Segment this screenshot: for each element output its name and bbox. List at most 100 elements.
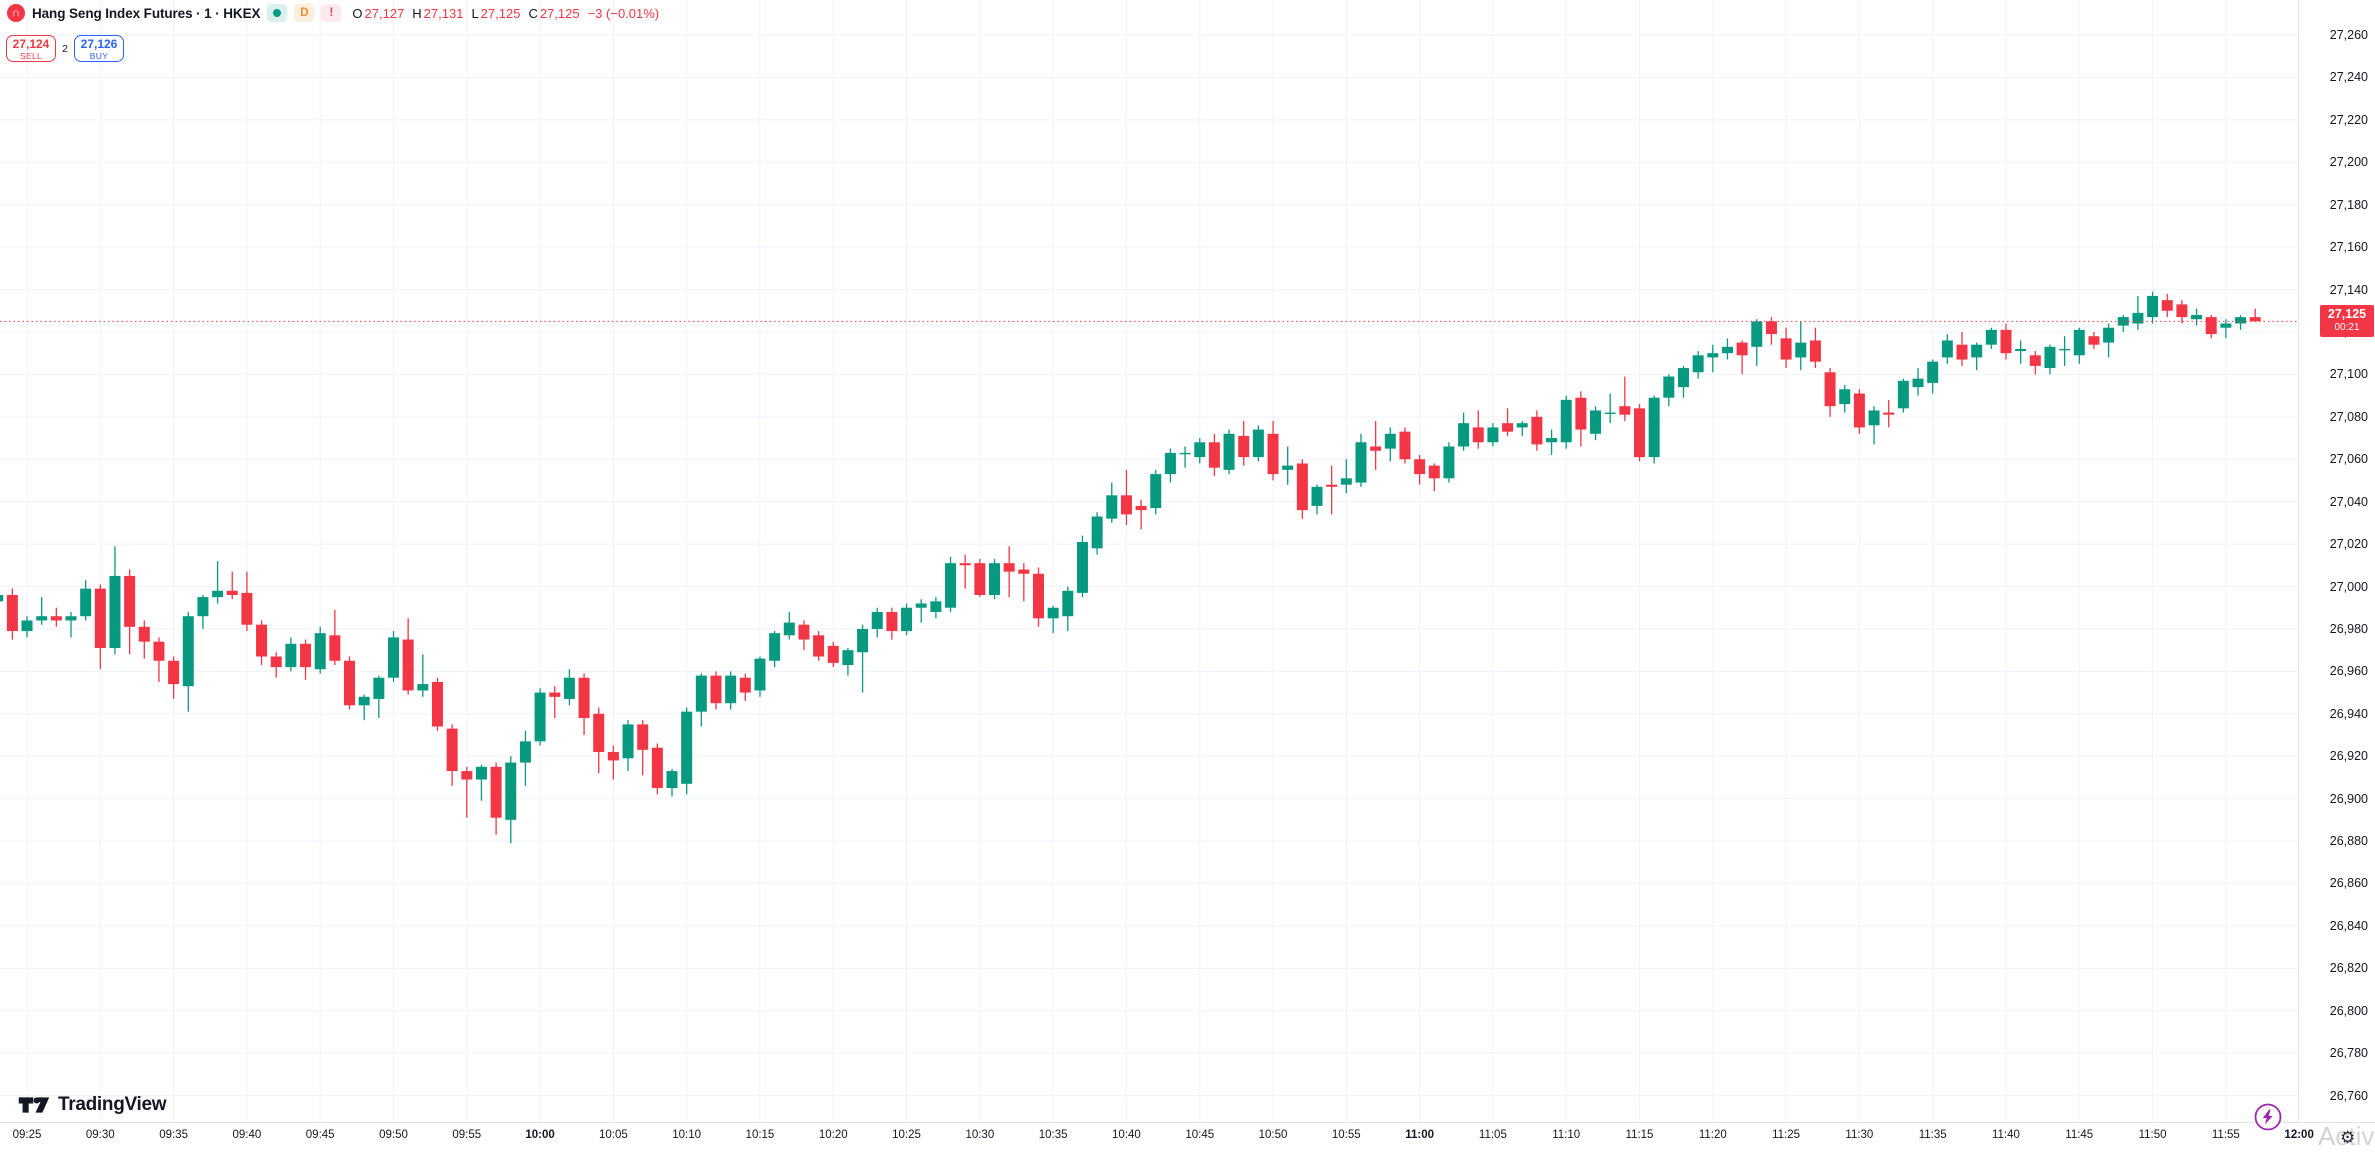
candle [783,611,795,640]
sell-button[interactable]: 27,124 SELL [6,35,56,62]
candle [1941,334,1953,364]
price-axis-label: 27,200 [2329,155,2368,170]
candle [1076,535,1088,598]
candle [2044,344,2056,375]
market-status-dot-badge [267,4,288,22]
candle [915,599,927,623]
gear-icon[interactable]: ⚙ [2340,1128,2356,1147]
candle [402,618,414,695]
candle [2191,308,2203,326]
spread-value: 2 [62,42,68,55]
candle [1648,395,1660,464]
price-axis[interactable]: 27,125 00:21 27,260 27,240 27,220 27,200 27,… [2298,0,2375,1122]
high-value: 27,131 [423,5,464,21]
candle [1707,344,1719,373]
candle [1604,393,1616,424]
candle [1428,463,1440,492]
candle [1956,331,1968,366]
candle [109,546,121,655]
buy-button[interactable]: 27,126 BUY [74,35,124,62]
price-axis-label: 27,060 [2329,452,2368,467]
candle [1971,342,1983,371]
candle [549,686,561,719]
candle [827,641,839,668]
candle [1340,459,1352,494]
tradingview-logo-icon [18,1097,50,1113]
os-watermark-text: Activ [2318,1121,2375,1151]
candle [2176,300,2188,324]
price-axis-label: 26,880 [2329,834,2368,849]
candle [505,756,517,844]
candle [2000,323,2012,360]
candle [1326,465,1338,515]
time-axis-label: 11:30 [1845,1129,1874,1141]
candle [1634,404,1646,462]
candle [1311,484,1323,515]
candle [1150,469,1162,515]
symbol-title[interactable]: Hang Seng Index Futures · 1 · HKEX [32,5,261,21]
candle [1780,327,1792,369]
candle [168,656,180,699]
candle [387,631,399,682]
time-axis-label: 10:05 [598,1129,628,1141]
candle [1062,586,1074,632]
candle [871,607,883,638]
candle [1531,410,1543,451]
notice-badge[interactable]: ! [321,4,342,22]
time-axis-label: 10:50 [1258,1129,1288,1141]
time-axis-label: 10:15 [745,1129,775,1141]
delayed-data-badge[interactable]: D [294,4,315,22]
tradingview-logo[interactable]: TradingView [18,1094,167,1116]
candle [36,597,48,625]
candle [417,654,429,697]
candle [930,597,942,619]
candle [358,694,370,721]
candle [2205,314,2217,339]
candle [2029,351,2041,375]
candle [241,571,253,632]
candle [622,720,634,772]
candle [1208,433,1220,477]
price-axis-label: 27,160 [2329,240,2368,255]
candle [50,607,62,627]
candle [212,561,224,604]
candle [153,637,165,682]
candle [1897,378,1909,413]
time-axis-label: 11:55 [2211,1129,2240,1141]
candle [1927,359,1939,394]
candle [1546,429,1558,455]
candle [681,707,693,795]
last-price-value: 27,125 [2327,307,2367,322]
buy-price: 27,126 [80,37,118,51]
open-value: 27,127 [364,5,405,21]
candle [1824,368,1836,417]
candle [446,724,458,786]
price-axis-label: 27,260 [2329,27,2368,42]
candle [1252,425,1264,462]
market-open-dot-icon [273,9,282,17]
candle [1809,327,1821,369]
price-axis-label: 26,780 [2329,1046,2368,1061]
candle [65,611,77,638]
candle [974,558,986,598]
candle [666,768,678,797]
candle [578,673,590,735]
time-axis[interactable]: 09:25 09:30 09:35 09:40 09:45 09:50 09:55 10:00… [0,1122,2375,1158]
candle [270,652,282,678]
candle [2249,308,2261,322]
candle [1560,395,1572,449]
sell-button-label: SELL [20,51,42,61]
candle [739,673,751,702]
candle [1912,368,1924,396]
candle [1047,605,1059,634]
candle [769,631,781,668]
time-axis-label: 09:45 [305,1129,335,1141]
candle [1414,454,1426,485]
realtime-lightning-button[interactable] [2253,1102,2283,1137]
candle [1883,399,1895,428]
candle [490,762,502,835]
candle [710,671,722,710]
candle [1179,446,1191,468]
candlestick-chart[interactable] [0,0,2298,1122]
candle [1296,459,1308,519]
